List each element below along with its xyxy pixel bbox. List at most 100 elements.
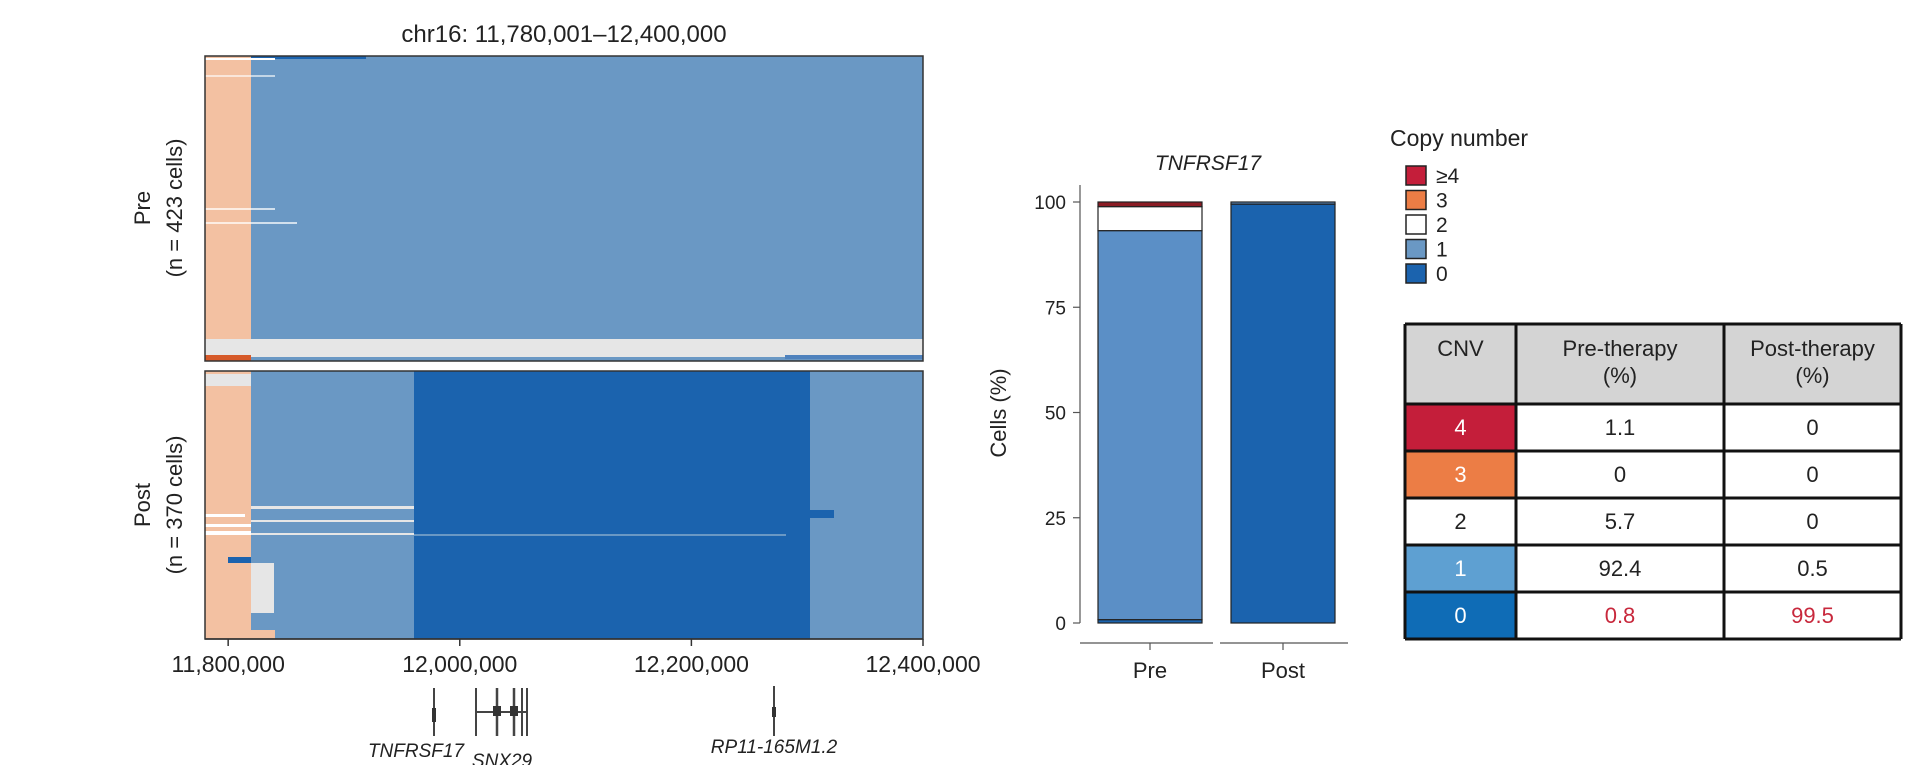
pre-row-label: Pre (n = 423 cells) [130, 139, 187, 278]
bar-xtick-label: Pre [1133, 658, 1167, 683]
bar-segment-cn1 [1230, 201, 1336, 205]
post-therapy-value: 0.5 [1797, 556, 1828, 581]
genomic-tick-label: 11,800,000 [171, 651, 284, 677]
post-therapy-value: 0 [1806, 509, 1818, 534]
bar-ytick-label: 75 [1045, 298, 1066, 319]
pre-frame [204, 55, 924, 362]
table-header-cell: Post-therapy (%) [1750, 336, 1875, 388]
pre-therapy-value: 0.8 [1605, 603, 1636, 628]
bar-chart-bars [1097, 201, 1336, 624]
cnv-color-cell [1405, 592, 1516, 639]
pre-nodata-band [205, 339, 923, 357]
pre-cell-stripe [205, 58, 275, 60]
post-cell-stripe [205, 514, 245, 517]
pre-gain-band [205, 355, 251, 361]
table-row: 0 0.8 99.5 [1405, 592, 1834, 639]
post-row-label: Post (n = 370 cells) [130, 436, 187, 575]
post-cell-stripe [205, 524, 251, 527]
bar-ytick-label: 25 [1045, 509, 1066, 530]
gene-label-RP11-165M1.2: RP11-165M1.2 [711, 737, 838, 758]
bar-chart-ylabel: Cells (%) [986, 368, 1011, 457]
cnv-color-cell [1405, 451, 1516, 498]
legend-label: 1 [1436, 239, 1448, 262]
legend-title: Copy number [1390, 125, 1528, 151]
post-cell-stripe [251, 506, 414, 509]
pre-therapy-value: 0 [1614, 462, 1626, 487]
bar-xtick-label: Post [1261, 658, 1305, 683]
table-header-cell: CNV [1437, 336, 1484, 361]
cnv-color-cell [1405, 498, 1516, 545]
bar-chart-yticks: 0 25 50 75 100 [1034, 193, 1080, 635]
bar-segment-cn1 [1097, 230, 1203, 621]
bar-pre [1097, 201, 1203, 624]
table-row: 3 0 0 [1405, 451, 1819, 498]
pre-therapy-value: 92.4 [1599, 556, 1642, 581]
table-header-cell: Pre-therapy (%) [1563, 336, 1678, 388]
cnv-value: 3 [1454, 462, 1466, 487]
pre-cell-stripe [205, 222, 297, 224]
bar-post [1230, 201, 1336, 624]
gene-label-TNFRSF17: TNFRSF17 [368, 741, 466, 762]
bar-ytick-label: 50 [1045, 404, 1066, 425]
post-cell-stripe [414, 534, 786, 536]
post-cell-stripe [251, 520, 414, 522]
cnv-value: 1 [1454, 556, 1466, 581]
post-label: Post [130, 483, 155, 527]
table-header-bg [1405, 324, 1901, 404]
gene-label-SNX29: SNX29 [472, 751, 533, 765]
cnv-table: CNV Pre-therapy (%)Post-therapy (%)4 1.1 03 0 0… [1403, 322, 1903, 641]
genomic-tick-label: 12,400,000 [865, 651, 980, 677]
legend-label: ≥4 [1436, 165, 1460, 188]
post-lowcn-column [205, 371, 251, 639]
cnv-value: 0 [1454, 603, 1466, 628]
post-nodata-block [205, 374, 251, 386]
table-row: 2 5.7 0 [1405, 498, 1819, 545]
post-therapy-value: 0 [1806, 462, 1818, 487]
cnv-color-cell [1405, 404, 1516, 451]
pre-top-streak [251, 56, 366, 59]
gene-TNFRSF17: TNFRSF17 [368, 688, 466, 762]
post-loss-block [414, 371, 810, 639]
heatmap-panel-post [204, 370, 924, 640]
post-therapy-value: 99.5 [1791, 603, 1834, 628]
post-nodata-block [251, 563, 274, 613]
pre-therapy-value: 1.1 [1605, 415, 1636, 440]
pre-loss-streak [785, 355, 923, 359]
bar-ytick-label: 100 [1034, 193, 1066, 214]
gene-SNX29: SNX29 [472, 688, 533, 765]
legend-swatch [1405, 263, 1427, 284]
legend-swatch [1405, 238, 1427, 260]
bar-chart-xticks: Pre Post [1133, 643, 1305, 683]
gene-track: TNFRSF17 SNX29 RP11-165M1.2 [368, 686, 838, 765]
region-title: chr16: 11,780,001–12,400,000 [401, 21, 726, 48]
legend-swatch [1405, 189, 1427, 211]
post-cell-stripe [205, 531, 251, 535]
table-row: 4 1.1 0 [1405, 404, 1819, 451]
legend-label: 3 [1436, 190, 1448, 213]
bar-chart-title: TNFRSF17 [1155, 152, 1263, 175]
post-loss-notch [786, 510, 834, 518]
legend-swatch [1405, 214, 1427, 235]
pre-therapy-value: 5.7 [1605, 509, 1636, 534]
cnv-color-cell [1405, 545, 1516, 592]
table-grid [1403, 322, 1903, 641]
cnv-value: 4 [1454, 415, 1466, 440]
gene-exon [432, 708, 436, 722]
legend-label: 0 [1436, 263, 1448, 286]
pre-cell-count: (n = 423 cells) [162, 139, 187, 278]
bar-segment-cn≥4 [1097, 201, 1203, 208]
pre-label: Pre [130, 191, 155, 225]
bar-segment-cn0 [1230, 203, 1336, 624]
legend-swatch [1405, 165, 1427, 186]
gene-exon [510, 706, 518, 716]
post-cell-stripe [251, 533, 414, 535]
table-row: 1 92.4 0.5 [1405, 545, 1828, 592]
genomic-tick-label: 12,000,000 [402, 651, 517, 677]
genomic-axis-ticks: 11,800,000 12,000,000 12,200,000 12,400,000 [171, 639, 981, 677]
gene-RP11-165M1.2: RP11-165M1.2 [711, 686, 838, 758]
post-cell-count: (n = 370 cells) [162, 436, 187, 575]
gene-exon [772, 707, 776, 717]
